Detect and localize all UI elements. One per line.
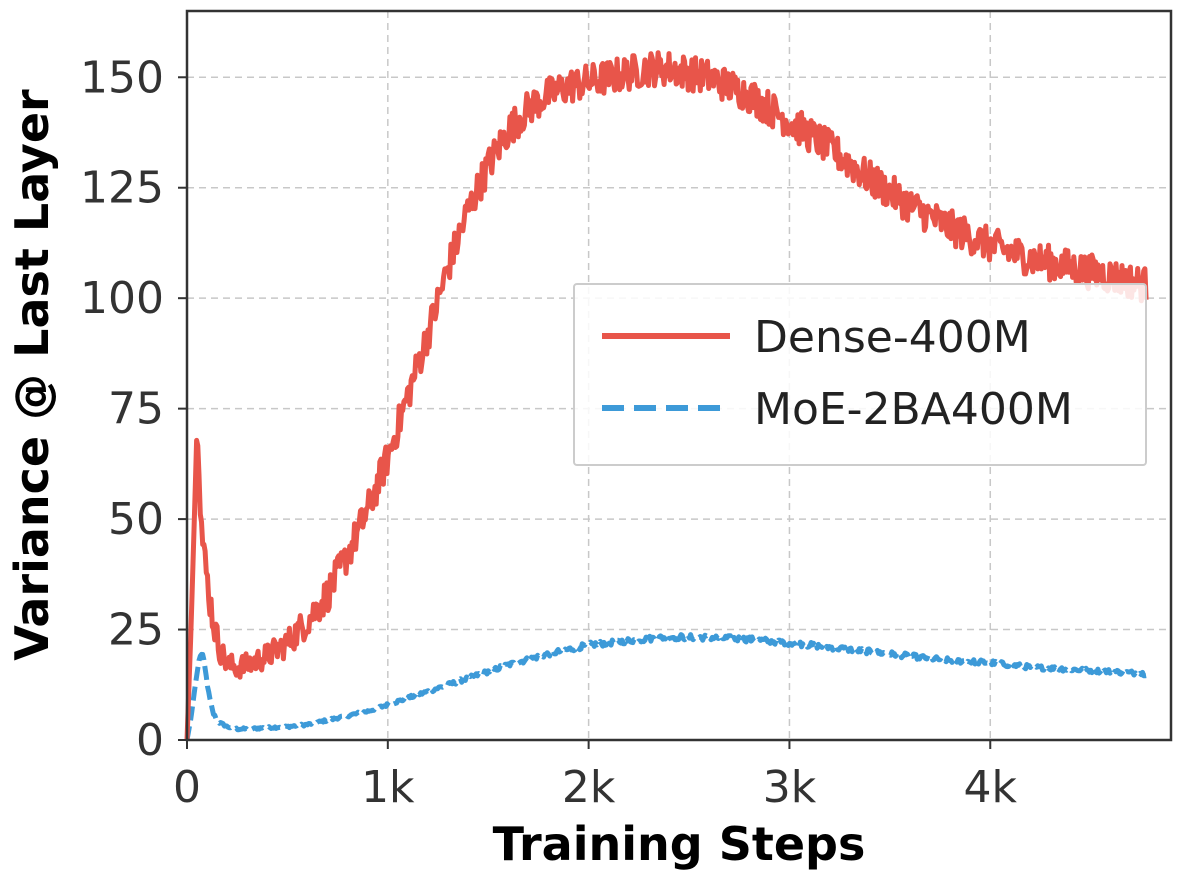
legend-label-dense: Dense-400M [754, 312, 1031, 363]
series-line-moe [184, 632, 1148, 741]
series-line-dense [184, 50, 1149, 741]
y-tick-label: 25 [108, 605, 164, 656]
y-axis-title: Variance @ Last Layer [5, 89, 59, 661]
x-tick-label: 0 [173, 762, 201, 813]
tick-marks [178, 76, 992, 749]
legend-label-moe: MoE-2BA400M [754, 384, 1073, 435]
plot-frame [185, 9, 1173, 742]
x-tick-label: 1k [361, 762, 415, 813]
y-tick-label: 100 [80, 273, 164, 324]
y-tick-label: 75 [108, 384, 164, 435]
x-axis-title: Training Steps [493, 817, 866, 871]
x-tick-label: 3k [763, 762, 817, 813]
legend-box [573, 283, 1147, 466]
y-tick-label: 0 [136, 715, 164, 766]
legend: Dense-400M MoE-2BA400M [573, 283, 1147, 466]
tick-labels: 0 1k 2k 3k 4k 0 25 50 75 100 125 150 [80, 52, 1018, 813]
x-tick-label: 2k [562, 762, 616, 813]
y-tick-label: 50 [108, 494, 164, 545]
x-tick-label: 4k [964, 762, 1018, 813]
series-layer [184, 50, 1149, 741]
y-tick-label: 150 [80, 52, 164, 103]
y-tick-label: 125 [80, 163, 164, 214]
